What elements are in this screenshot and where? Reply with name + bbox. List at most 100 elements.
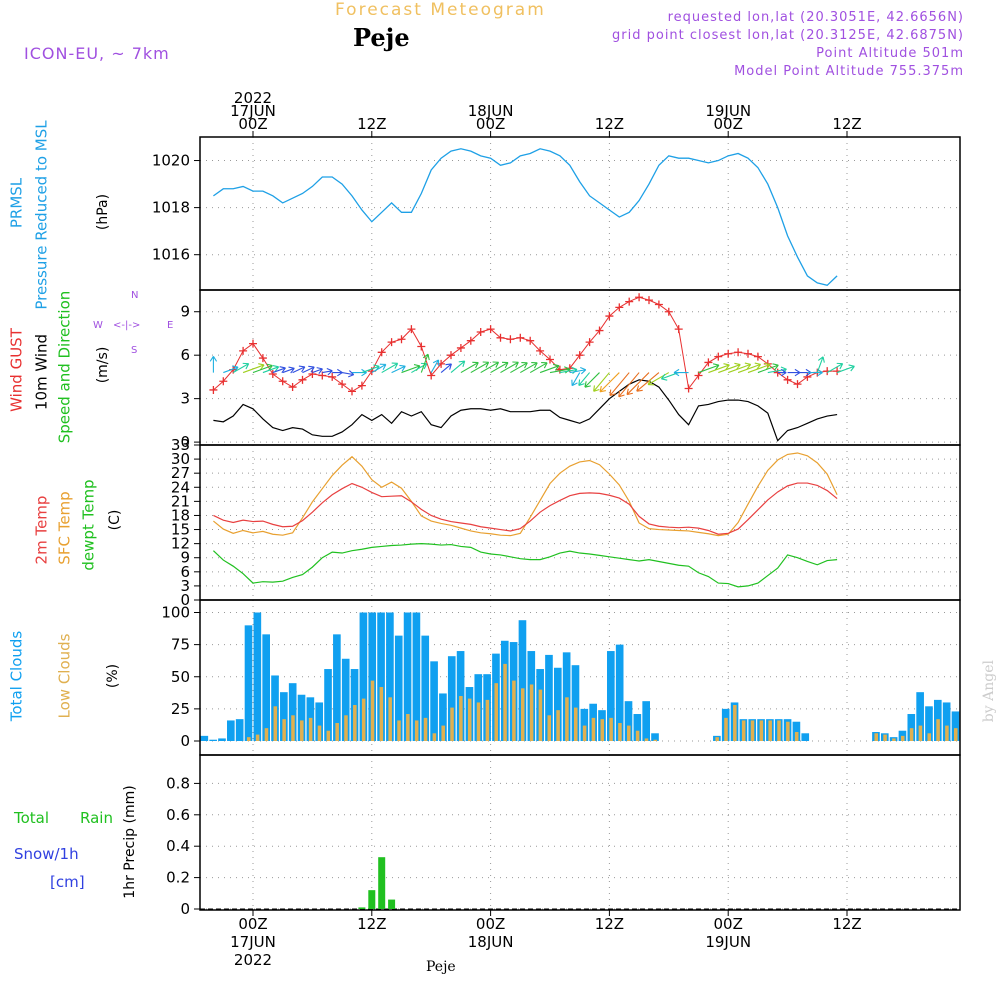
temp-y-tick-label: 3: [180, 577, 190, 595]
low-cloud-bar: [547, 715, 552, 741]
wind-direction-arrow: [571, 372, 581, 387]
low-cloud-bar: [635, 730, 640, 741]
wind-gust-marker: [516, 333, 525, 342]
pressure-line: [213, 148, 838, 287]
wind-gust-marker: [684, 384, 693, 393]
low-cloud-bar: [512, 680, 516, 741]
low-cloud-bar: [300, 720, 304, 741]
clouds-y-tick-label: 0: [180, 732, 190, 750]
low-cloud-bar: [600, 719, 605, 741]
low-cloud-bar: [715, 737, 719, 741]
rain-bar: [388, 899, 396, 909]
wind-gust-marker: [654, 300, 663, 309]
low-cloud-bar: [247, 737, 251, 741]
total-cloud-bar: [394, 635, 403, 741]
total-cloud-bar: [925, 706, 933, 741]
bottom-axis-label: 00Z: [476, 915, 505, 933]
precip-y-tick-label: 0: [180, 900, 190, 918]
wind-direction-arrow: [728, 362, 752, 374]
temp-y-tick-label: 18: [171, 506, 190, 524]
wind-gust-marker: [674, 325, 683, 334]
total-cloud-bar: [624, 701, 633, 741]
total-cloud-bar: [642, 701, 650, 741]
low-cloud-bar: [291, 715, 295, 741]
low-cloud-bar: [255, 734, 260, 741]
total-cloud-bar: [386, 612, 394, 741]
low-cloud-bar: [459, 696, 463, 741]
wind-direction-arrow: [440, 363, 452, 373]
wind-direction-arrow: [381, 362, 399, 374]
temp-y-tick-label: 27: [171, 464, 190, 482]
temp-y-tick-label: 30: [171, 450, 190, 468]
wind-direction-arrow: [262, 364, 280, 374]
total-cloud-bar: [333, 634, 341, 741]
wind-direction-arrow: [470, 361, 490, 374]
compass-e: E: [167, 320, 174, 331]
low-cloud-bar: [892, 738, 896, 741]
rain-bar: [378, 857, 386, 909]
wind-direction-arrow: [529, 361, 548, 374]
wind-direction-arrow: [430, 359, 440, 373]
low-cloud-bar: [777, 720, 781, 741]
bottom-axis-label: 17JUN: [230, 933, 276, 951]
wind-direction-arrow: [836, 364, 855, 374]
top-axis-label: 17JUN: [230, 102, 276, 120]
total-cloud-bar: [447, 656, 456, 741]
low-cloud-bar: [733, 705, 737, 741]
compass-w: W: [93, 320, 103, 331]
wind-direction-arrow: [232, 362, 250, 374]
temp-y-tick-label: 33: [171, 436, 190, 454]
wind-gust-marker: [249, 339, 257, 348]
wind-direction-arrow: [777, 368, 787, 377]
dewpt-line: [212, 543, 838, 588]
wind-direction-arrow: [272, 366, 286, 374]
low-cloud-bar: [750, 720, 755, 741]
temp-y-tick-label: 0: [180, 591, 190, 609]
wind-gust-marker: [447, 351, 455, 360]
wind-direction-arrow: [332, 368, 343, 377]
top-axis-label: 12Z: [357, 115, 386, 133]
clouds-y-tick-label: 100: [161, 604, 190, 622]
bottom-axis-label: 2022: [234, 951, 272, 969]
wind-gust-marker: [486, 325, 495, 334]
wind-gust-marker: [783, 375, 792, 384]
low-cloud-bar: [476, 702, 481, 741]
snow-label: Snow/1h: [14, 845, 79, 863]
wind-direction-arrow: [450, 360, 466, 373]
wind-gust-marker: [288, 383, 297, 392]
wind-direction-arrow: [747, 362, 771, 374]
wind-gust-marker: [753, 352, 762, 361]
wind-direction-arrow: [242, 363, 265, 374]
low-cloud-bar: [900, 735, 905, 741]
wind-direction-arrow: [460, 361, 479, 374]
low-cloud-bar: [388, 697, 392, 741]
t2m-line: [213, 482, 838, 535]
top-axis-label: 00Z: [714, 115, 743, 133]
low-cloud-bar: [317, 725, 322, 741]
wind-direction-arrow: [593, 372, 610, 392]
model-label: ICON-EU, ~ 7km: [24, 44, 170, 63]
low-cloud-bar: [741, 720, 746, 741]
wind-gust-marker: [575, 351, 584, 360]
low-cloud-bar: [874, 733, 878, 741]
temp-y-tick-label: 21: [171, 492, 190, 510]
total-cloud-bar: [545, 654, 553, 741]
wind-gust-marker: [239, 346, 248, 355]
wind-direction-arrow: [252, 363, 273, 374]
wind-gust-marker: [377, 348, 386, 357]
temp-y-tick-label: 15: [171, 521, 190, 539]
low-cloud-bar: [326, 730, 331, 741]
low-cloud-bar: [353, 705, 357, 741]
low-cloud-bar: [529, 684, 534, 741]
wind-y-tick-label: 9: [180, 303, 190, 321]
rain-bar: [358, 907, 366, 909]
wind-gust-marker: [536, 346, 545, 355]
total-cloud-bar: [801, 733, 810, 741]
wind-gust-marker: [397, 335, 406, 344]
low-cloud-bar: [786, 721, 790, 741]
low-cloud-bar: [909, 728, 914, 741]
wind-direction-arrow: [826, 362, 844, 374]
wind-gust-marker: [714, 352, 723, 361]
bottom-axis-label: 12Z: [357, 915, 386, 933]
